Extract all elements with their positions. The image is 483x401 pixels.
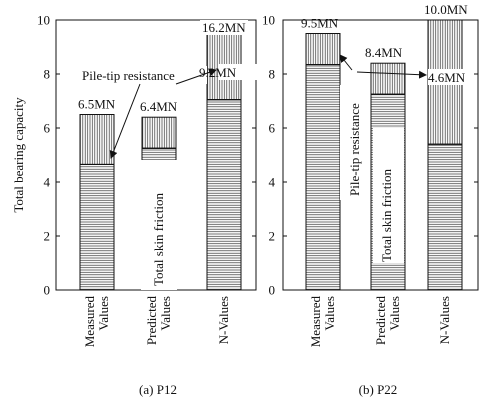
y-tick-label: 2 — [269, 229, 276, 244]
category-label: Values — [96, 296, 111, 331]
y-tick-label: 2 — [44, 229, 51, 244]
bar-tip-resistance — [141, 116, 177, 149]
category-label: Values — [387, 296, 402, 331]
category-label: Values — [322, 296, 337, 331]
y-axis-title: Total bearing capacity — [11, 97, 26, 213]
y-tick-label: 8 — [44, 67, 51, 82]
category-label: Measured — [308, 296, 323, 348]
category-label: Predicted — [373, 296, 388, 346]
total-label: 6.4MN — [140, 99, 178, 114]
tip-callout-a: 9.2MN — [199, 65, 237, 80]
tip-callout-b: 4.6MN — [428, 70, 466, 85]
total-label-bg — [200, 20, 248, 35]
pile-tip-label-box-a — [79, 66, 207, 84]
total-label: 9.5MN — [301, 16, 339, 31]
y-tick-label: 6 — [269, 121, 276, 136]
arrow-a-measured — [109, 83, 141, 159]
bar-skin-friction — [305, 64, 341, 291]
y-tick-label: 10 — [262, 13, 275, 28]
pile-tip-label-box-b — [340, 85, 365, 200]
category-label: N-Values — [216, 296, 231, 344]
skin-label-box-b — [373, 128, 404, 263]
pile-tip-label-b: Pile-tip resistance — [347, 103, 362, 196]
tip-callout-a-box — [218, 64, 262, 80]
bar-skin-friction — [79, 163, 115, 291]
total-label: 16.2MN — [202, 20, 246, 35]
category-label: Predicted — [144, 296, 159, 346]
skin-label-a: Total skin friction — [151, 193, 166, 286]
y-tick-label: 4 — [269, 175, 276, 190]
category-label: Values — [158, 296, 173, 331]
y-tick-label: 4 — [44, 175, 51, 190]
bar-skin-friction — [206, 99, 242, 291]
total-label: 6.5MN — [78, 97, 116, 112]
y-tick-label: 8 — [269, 67, 276, 82]
tip-callout-b-box — [428, 69, 472, 85]
bar-tip-resistance — [370, 62, 406, 95]
skin-label-b: Total skin friction — [379, 169, 394, 262]
category-label: Measured — [82, 296, 97, 348]
total-label: 10.0MN — [424, 2, 468, 17]
category-label: N-Values — [437, 296, 452, 344]
y-tick-label: 6 — [44, 121, 51, 136]
arrow-a-nvalues — [175, 68, 217, 85]
y-tick-label: 10 — [37, 13, 50, 28]
bar-skin-friction — [427, 143, 463, 291]
total-label: 8.4MN — [365, 45, 403, 60]
bar-tip-resistance — [305, 33, 341, 66]
y-tick-label: 0 — [44, 283, 51, 298]
skin-label-box-a — [141, 160, 177, 290]
panel-b-caption: (b) P22 — [359, 382, 398, 397]
panel-a-caption: (a) P12 — [139, 382, 177, 397]
bar-tip-resistance — [79, 114, 115, 165]
pile-tip-label-a: Pile-tip resistance — [82, 68, 175, 83]
arrow-b-measured — [339, 54, 353, 71]
y-tick-label: 0 — [269, 283, 276, 298]
arrow-b-nvalues — [356, 70, 427, 79]
